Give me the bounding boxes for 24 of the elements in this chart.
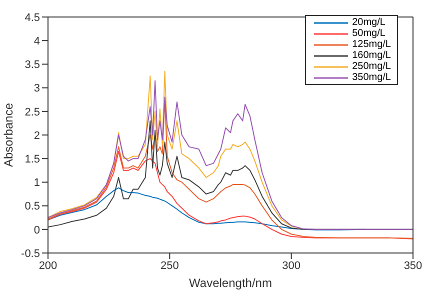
legend-label: 250mg/L: [352, 61, 391, 72]
y-tick-label: -0.5: [21, 248, 40, 260]
x-tick-label: 300: [282, 260, 301, 272]
x-tick-label: 200: [38, 260, 58, 272]
x-tick-label: 250: [160, 260, 179, 272]
y-tick-label: 0: [34, 224, 40, 236]
y-tick-label: 2: [34, 130, 40, 142]
y-axis-title: Absorbance: [1, 102, 16, 168]
y-tick-label: 1: [34, 177, 40, 190]
legend-label: 160mg/L: [352, 50, 391, 61]
legend-label: 350mg/L: [352, 72, 391, 83]
y-tick-label: 3: [34, 82, 40, 95]
line-series: [48, 70, 304, 230]
y-tick-label: 2.5: [24, 106, 40, 118]
y-tick-label: 1.5: [24, 154, 40, 166]
y-tick-label: 0.5: [24, 200, 40, 213]
y-tick-label: 4: [34, 36, 40, 48]
y-tick-label: 3.5: [24, 59, 40, 72]
x-tick-label: 350: [404, 260, 422, 272]
legend-label: 125mg/L: [352, 39, 391, 50]
x-axis-title: Wavelength/nm: [189, 276, 272, 290]
y-tick-label: 4.5: [24, 12, 40, 24]
legend-label: 50mg/L: [352, 28, 386, 39]
legend-label: 20mg/L: [352, 17, 386, 28]
